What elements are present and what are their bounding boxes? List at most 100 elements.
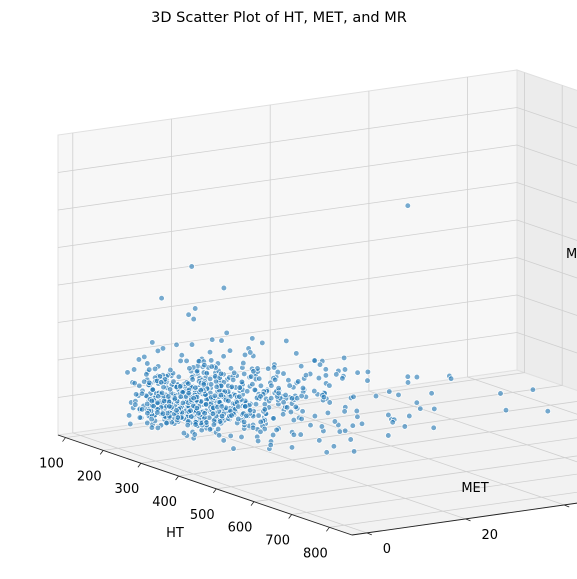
x-tick-mark	[175, 475, 179, 481]
data-point	[385, 411, 392, 419]
data-point	[241, 351, 249, 359]
data-point	[341, 366, 349, 373]
data-point	[247, 407, 254, 414]
data-point	[331, 418, 339, 425]
data-point	[159, 410, 167, 417]
data-point	[185, 380, 192, 387]
data-point	[261, 406, 268, 413]
data-point	[131, 380, 138, 387]
data-point	[208, 363, 215, 370]
data-point	[180, 429, 188, 437]
data-point	[225, 397, 232, 405]
data-point	[311, 357, 318, 364]
data-point	[324, 409, 332, 417]
data-point	[230, 376, 237, 384]
data-point	[287, 408, 295, 416]
data-point	[160, 397, 168, 405]
data-point	[166, 403, 173, 410]
data-point	[190, 394, 197, 402]
data-point	[206, 426, 214, 433]
data-point	[255, 412, 262, 419]
data-point	[320, 393, 328, 401]
data-point	[316, 437, 323, 444]
data-point	[220, 353, 227, 360]
data-point	[223, 329, 230, 337]
data-point	[213, 383, 220, 390]
data-point	[192, 305, 199, 312]
data-point	[184, 421, 191, 429]
data-point	[243, 412, 250, 419]
data-point	[238, 433, 245, 441]
data-point	[322, 372, 330, 379]
data-point	[299, 408, 306, 415]
data-point	[230, 445, 237, 452]
data-point	[141, 378, 148, 385]
data-point	[202, 401, 210, 408]
data-point	[220, 437, 227, 444]
data-point	[298, 363, 305, 370]
data-point	[236, 393, 243, 400]
data-point	[218, 370, 225, 377]
data-point	[257, 428, 264, 435]
data-point	[251, 386, 258, 394]
data-point	[136, 382, 143, 389]
data-point	[339, 375, 346, 382]
x-tick-mark	[288, 514, 293, 519]
x-tick-mark	[250, 501, 255, 506]
data-point	[386, 388, 393, 395]
data-point	[406, 412, 413, 420]
data-point	[372, 392, 380, 400]
data-point	[231, 369, 238, 376]
data-point	[299, 384, 307, 392]
data-point	[215, 425, 222, 433]
data-point	[354, 369, 361, 376]
data-point	[428, 390, 435, 397]
data-point	[293, 350, 300, 357]
data-point	[240, 418, 248, 426]
data-point	[401, 423, 408, 430]
data-point	[183, 357, 190, 365]
data-point	[261, 401, 268, 408]
data-point	[227, 365, 235, 372]
data-point	[201, 361, 208, 369]
data-point	[143, 371, 150, 378]
data-point	[238, 378, 246, 386]
data-point	[148, 415, 155, 423]
data-point	[322, 366, 329, 373]
data-point	[244, 388, 251, 395]
data-point	[270, 364, 278, 371]
data-point	[252, 401, 260, 408]
data-point	[163, 419, 170, 427]
data-point	[185, 311, 192, 318]
data-point	[431, 405, 438, 413]
data-point	[311, 387, 318, 395]
z-axis-label: MR	[566, 247, 577, 262]
data-point	[235, 403, 242, 410]
data-point	[154, 424, 162, 432]
data-point	[247, 349, 254, 356]
data-point	[502, 407, 510, 414]
x-tick-mark	[212, 488, 217, 494]
data-point	[269, 431, 277, 439]
grid-line-y	[72, 132, 367, 534]
data-point	[220, 284, 228, 292]
grid-line-y	[368, 91, 577, 463]
grid-line-x	[253, 455, 577, 503]
data-point	[216, 418, 224, 425]
data-point	[186, 365, 193, 372]
data-point	[188, 341, 196, 348]
data-point	[209, 336, 216, 343]
data-point	[395, 391, 402, 399]
data-point	[177, 393, 184, 400]
data-point	[290, 431, 298, 438]
data-point	[138, 406, 146, 413]
data-point	[228, 412, 235, 419]
data-point	[286, 382, 293, 389]
data-point	[273, 426, 280, 434]
data-point	[171, 395, 178, 402]
data-point	[226, 347, 234, 354]
data-point	[127, 420, 134, 428]
axis-panes	[57, 69, 577, 536]
data-point	[404, 379, 412, 386]
x-tick-label: 800	[303, 546, 328, 561]
